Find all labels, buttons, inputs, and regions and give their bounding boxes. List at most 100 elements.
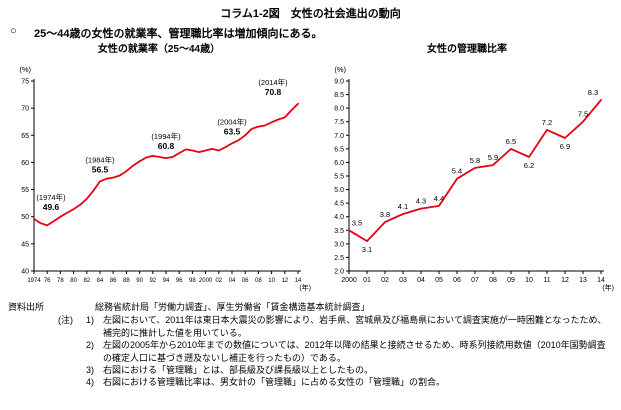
svg-text:78: 78 — [57, 278, 64, 284]
note-item-text: 右図における「管理職」とは、部長級及び課長級以上としたもの。 — [103, 365, 374, 376]
svg-text:6.2: 6.2 — [524, 161, 534, 170]
svg-text:92: 92 — [149, 278, 156, 284]
svg-text:9.0: 9.0 — [334, 79, 344, 86]
svg-text:2.0: 2.0 — [334, 269, 344, 276]
svg-text:70.8: 70.8 — [265, 87, 282, 97]
svg-text:3.1: 3.1 — [362, 245, 372, 254]
svg-text:(%): (%) — [19, 65, 31, 74]
employment-rate-line-chart: 40 45 50 55 60 65 70 75 1974 76 78 80 82 84 86 88 90 92 94… — [19, 65, 311, 292]
statement-text: 25〜44歳の女性の就業率、管理職比率は増加傾向にある。 — [34, 28, 323, 40]
svg-text:8.5: 8.5 — [334, 92, 344, 99]
svg-text:1974: 1974 — [27, 278, 41, 284]
svg-text:07: 07 — [471, 277, 479, 284]
statement: ○ 25〜44歳の女性の就業率、管理職比率は増加傾向にある。 — [0, 21, 621, 41]
note-label: (注) — [58, 315, 73, 326]
manager-ratio-line-chart: 2.0 2.5 3.0 3.5 4.0 4.5 5.0 5.5 6.0 6.5 7.0 7.5 8.0 8… — [334, 65, 614, 292]
svg-text:82: 82 — [83, 278, 90, 284]
svg-text:75: 75 — [21, 79, 29, 86]
svg-text:5.0: 5.0 — [334, 187, 344, 194]
svg-text:7.2: 7.2 — [542, 118, 552, 127]
svg-text:08: 08 — [255, 278, 262, 284]
note-row: (注) 1) 左図において、2011年は東日本大震災の影響により、岩手県、宮城県及… — [8, 314, 613, 388]
svg-text:(2014年): (2014年) — [258, 77, 288, 87]
svg-text:(1984年): (1984年) — [85, 154, 115, 164]
svg-text:12: 12 — [281, 278, 288, 284]
svg-text:5.4: 5.4 — [452, 167, 462, 176]
note-item-text: 左図において、2011年は東日本大震災の影響により、岩手県、宮城県及び福島県にお… — [103, 315, 607, 338]
svg-text:55: 55 — [21, 187, 29, 194]
svg-text:3.0: 3.0 — [334, 241, 344, 248]
source-row: 資料出所 総務省統計局「労働力調査」、厚生労働省「賃金構造基本統計調査」 — [8, 301, 613, 313]
svg-text:60: 60 — [21, 160, 29, 167]
svg-text:45: 45 — [21, 241, 29, 248]
svg-text:06: 06 — [242, 278, 249, 284]
svg-text:02: 02 — [215, 278, 222, 284]
svg-text:6.9: 6.9 — [560, 142, 570, 151]
svg-text:8.3: 8.3 — [588, 88, 598, 97]
svg-text:(%): (%) — [334, 65, 346, 74]
note-item: 3) 右図における「管理職」とは、部長級及び課長級以上としたもの。 — [86, 364, 613, 376]
svg-text:5.9: 5.9 — [488, 153, 498, 162]
note-item: 1) 左図において、2011年は東日本大震災の影響により、岩手県、宮城県及び福島県… — [86, 314, 613, 339]
svg-text:06: 06 — [453, 277, 461, 284]
svg-text:98: 98 — [189, 278, 196, 284]
svg-text:88: 88 — [123, 278, 130, 284]
note-item-number: 1) — [86, 315, 95, 326]
svg-text:80: 80 — [70, 278, 77, 284]
notes: 資料出所 総務省統計局「労働力調査」、厚生労働省「賃金構造基本統計調査」 (注)… — [0, 295, 621, 389]
source-label: 資料出所 — [8, 302, 45, 312]
svg-text:7.0: 7.0 — [334, 133, 344, 140]
svg-text:7.5: 7.5 — [578, 110, 588, 119]
svg-text:01: 01 — [363, 277, 371, 284]
svg-text:(1994年): (1994年) — [151, 131, 181, 141]
svg-text:3.8: 3.8 — [380, 210, 390, 219]
manager-ratio-chart-title: 女性の管理職比率 — [427, 44, 507, 55]
svg-text:2000: 2000 — [341, 277, 357, 284]
manager-ratio-chart-block: 女性の管理職比率 2.0 2.5 3.0 3.5 4.0 4.5 5.0 5.5 6.0 6.5 7… — [319, 43, 615, 295]
svg-text:12: 12 — [561, 277, 569, 284]
svg-text:13: 13 — [579, 277, 587, 284]
bullet-circle-icon: ○ — [10, 25, 17, 37]
svg-text:(年): (年) — [299, 283, 311, 292]
svg-text:70: 70 — [21, 106, 29, 113]
svg-text:4.3: 4.3 — [416, 197, 426, 206]
svg-text:3.5: 3.5 — [334, 228, 344, 235]
svg-text:10: 10 — [268, 278, 275, 284]
note-item-text: 左図の2005年から2010年までの数値については、2012年以降の結果と接続さ… — [103, 340, 606, 363]
employment-rate-chart-block: 女性の就業率（25〜44歳） 40 45 50 55 60 65 70 75 1974 76 78 8… — [6, 43, 312, 295]
svg-text:4.0: 4.0 — [334, 214, 344, 221]
svg-text:90: 90 — [136, 278, 143, 284]
svg-text:4.5: 4.5 — [334, 201, 344, 208]
svg-text:3.5: 3.5 — [352, 218, 362, 227]
svg-text:5.5: 5.5 — [334, 174, 344, 181]
svg-text:6.5: 6.5 — [506, 137, 516, 146]
svg-text:60.8: 60.8 — [158, 141, 175, 151]
svg-text:40: 40 — [21, 269, 29, 276]
svg-text:50: 50 — [21, 214, 29, 221]
svg-text:04: 04 — [417, 277, 425, 284]
note-item-text: 右図における管理職比率は、男女計の「管理職」に占める女性の「管理職」の割合。 — [103, 377, 446, 388]
svg-text:7.5: 7.5 — [334, 119, 344, 126]
note-item: 2) 左図の2005年から2010年までの数値については、2012年以降の結果と接… — [86, 339, 613, 364]
charts-area: 女性の就業率（25〜44歳） 40 45 50 55 60 65 70 75 1974 76 78 8… — [0, 41, 621, 295]
svg-text:96: 96 — [176, 278, 183, 284]
svg-text:6.5: 6.5 — [334, 146, 344, 153]
svg-text:02: 02 — [381, 277, 389, 284]
page-title: コラム1-2図 女性の社会進出の動向 — [220, 8, 401, 20]
note-item-number: 4) — [86, 377, 95, 388]
svg-text:09: 09 — [507, 277, 515, 284]
svg-text:84: 84 — [97, 278, 104, 284]
svg-text:8.0: 8.0 — [334, 106, 344, 113]
svg-text:(年): (年) — [602, 283, 614, 292]
note-item-number: 2) — [86, 340, 95, 351]
svg-text:14: 14 — [597, 277, 605, 284]
note-item-number: 3) — [86, 365, 95, 376]
svg-text:04: 04 — [229, 278, 236, 284]
svg-text:49.6: 49.6 — [43, 202, 60, 212]
svg-text:65: 65 — [21, 133, 29, 140]
employment-rate-chart-title: 女性の就業率（25〜44歳） — [97, 44, 221, 55]
svg-text:05: 05 — [435, 277, 443, 284]
note-items: 1) 左図において、2011年は東日本大震災の影響により、岩手県、宮城県及び福島県… — [86, 314, 613, 388]
note-item: 4) 右図における管理職比率は、男女計の「管理職」に占める女性の「管理職」の割合。 — [86, 376, 613, 388]
svg-text:4.1: 4.1 — [398, 202, 408, 211]
